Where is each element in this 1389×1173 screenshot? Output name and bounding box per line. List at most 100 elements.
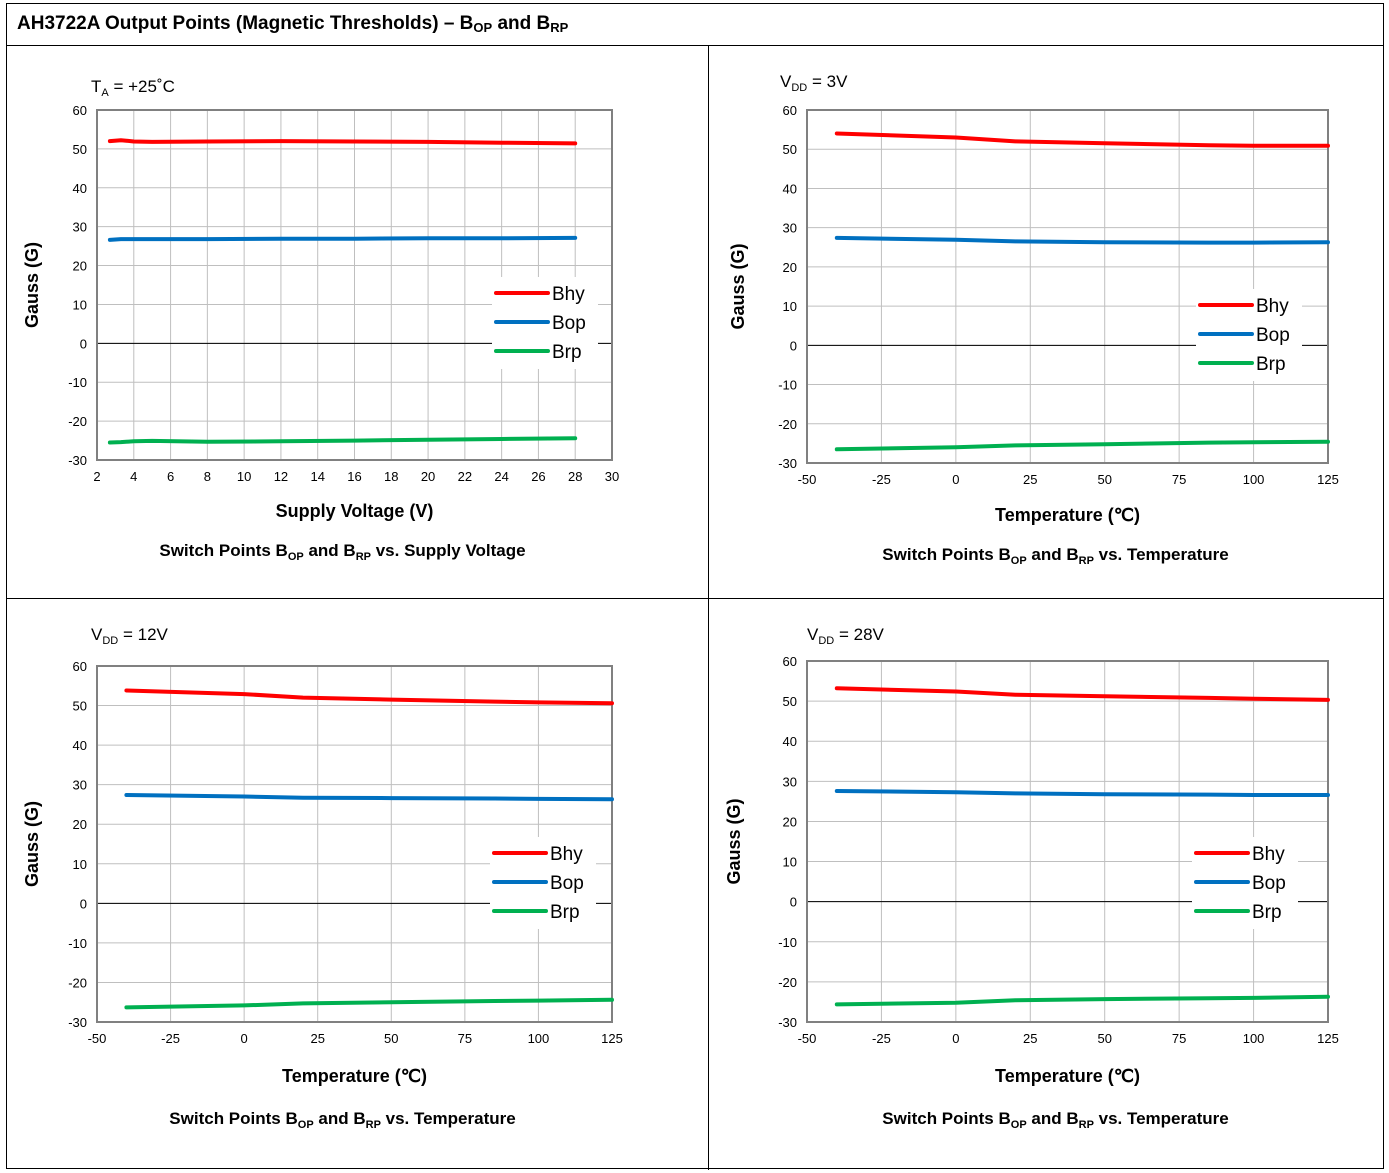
x-axis-title: Temperature (℃)	[995, 505, 1140, 525]
figure-title-sub-op: OP	[473, 20, 493, 35]
y-tick-label: 60	[783, 103, 797, 118]
x-axis-title: Temperature (℃)	[995, 1066, 1140, 1086]
legend-label-brp: Brp	[550, 902, 580, 923]
condition-symbol: V	[780, 72, 792, 91]
panel-divider-horizontal	[7, 598, 1383, 599]
x-tick-label: 125	[1317, 1031, 1339, 1046]
chart-caption: Switch Points BOP and BRP vs. Temperatur…	[882, 1109, 1228, 1131]
y-tick-label: 30	[73, 778, 87, 793]
y-tick-label: -20	[68, 975, 87, 990]
chart-temperature-12v: -50 -25 0 25 50 75 100 125 -30 -20 -10 0 10 20 30 40 50 6…	[22, 625, 623, 1131]
condition-symbol: V	[91, 625, 103, 644]
y-tick-label: -30	[778, 456, 797, 471]
x-tick-label: 100	[1243, 1031, 1265, 1046]
condition-value: = 3V	[807, 72, 848, 91]
series-line-brp	[834, 439, 1330, 452]
legend-label-brp: Brp	[552, 342, 582, 363]
condition-symbol: T	[91, 77, 101, 96]
condition-label: VDD = 12V	[91, 625, 169, 647]
y-tick-label: 30	[783, 774, 797, 789]
figure-title-text: AH3722A Output Points (Magnetic Threshol…	[17, 13, 474, 34]
series-line-brp	[834, 994, 1330, 1007]
x-tick-label: -50	[798, 472, 817, 487]
condition-subscript: DD	[102, 635, 118, 647]
caption-text: Switch Points B	[159, 541, 287, 560]
x-tick-label: 125	[1317, 472, 1339, 487]
legend-label-bop: Bop	[550, 873, 584, 894]
y-tick-label: -30	[68, 453, 87, 468]
plot-area	[806, 660, 1329, 1023]
series-line-bhy	[834, 686, 1330, 702]
plot-area	[96, 109, 613, 461]
y-tick-label: 30	[73, 220, 87, 235]
series-line-bop	[107, 235, 578, 242]
x-tick-label: -50	[88, 1031, 107, 1046]
chart-caption: Switch Points BOP and BRP vs. Temperatur…	[882, 545, 1228, 567]
y-tick-label: 20	[73, 817, 87, 832]
x-tick-label: 25	[1023, 1031, 1037, 1046]
y-tick-label: 60	[73, 659, 87, 674]
series-line-bhy	[107, 138, 578, 146]
x-tick-label: 8	[204, 469, 211, 484]
x-tick-label: 25	[1023, 472, 1037, 487]
caption-text: Switch Points B	[169, 1109, 297, 1128]
caption-subscript-rp: RP	[366, 1119, 381, 1131]
x-tick-label: 16	[347, 469, 361, 484]
x-tick-label: 14	[310, 469, 324, 484]
series-line-brp	[107, 436, 578, 445]
chart-voltage-25c: 2 4 6 8 10 12 14 16 18 20 22 24 26 28 30-30-20-1001020…	[22, 77, 619, 563]
legend-label-bop: Bop	[1252, 873, 1286, 894]
caption-text: vs. Temperature	[1094, 545, 1229, 564]
y-tick-label: 20	[783, 814, 797, 829]
y-tick-label: 40	[783, 181, 797, 196]
x-tick-label: 22	[458, 469, 472, 484]
series-line-bhy	[124, 688, 614, 706]
legend: Bhy Bop Brp	[1196, 289, 1302, 381]
caption-subscript-op: OP	[1011, 1119, 1027, 1131]
y-axis-title: Gauss (G)	[22, 242, 42, 328]
y-tick-label: -20	[778, 975, 797, 990]
y-axis-title: Gauss (G)	[728, 243, 748, 329]
legend: Bhy Bop Brp	[492, 277, 598, 369]
caption-text: vs. Temperature	[381, 1109, 516, 1128]
caption-text: and B	[314, 1109, 366, 1128]
figure-title-and: and B	[492, 13, 551, 34]
caption-text: Switch Points B	[882, 545, 1010, 564]
y-tick-label: 0	[790, 338, 797, 353]
y-tick-label: 40	[73, 738, 87, 753]
condition-value: = +25˚C	[109, 77, 175, 96]
x-tick-label: 100	[1243, 472, 1265, 487]
x-tick-label: 4	[130, 469, 137, 484]
caption-text: vs. Supply Voltage	[371, 541, 526, 560]
x-tick-label: 75	[1172, 1031, 1186, 1046]
figure-title: AH3722A Output Points (Magnetic Threshol…	[7, 4, 1383, 46]
x-tick-label: 0	[952, 472, 959, 487]
series-line-bop	[124, 793, 614, 802]
condition-subscript: DD	[791, 82, 807, 94]
chart-temperature-28v: -50 -25 0 25 50 75 100 125 -30 -20 -10 0 10 20 30 40 50 6…	[724, 625, 1339, 1131]
x-axis-title: Temperature (℃)	[282, 1066, 427, 1086]
y-tick-label: 50	[73, 142, 87, 157]
y-tick-label: 20	[783, 260, 797, 275]
y-tick-label: 10	[73, 857, 87, 872]
condition-value: = 12V	[118, 625, 168, 644]
legend-label-bhy: Bhy	[550, 844, 583, 865]
caption-text: and B	[304, 541, 356, 560]
y-tick-label: -20	[778, 417, 797, 432]
y-tick-label: 30	[783, 221, 797, 236]
x-tick-label: 26	[531, 469, 545, 484]
y-tick-label: 40	[783, 734, 797, 749]
caption-subscript-rp: RP	[1079, 1119, 1094, 1131]
x-tick-label: 18	[384, 469, 398, 484]
caption-subscript-rp: RP	[1079, 555, 1094, 567]
figure-title-sub-rp: RP	[550, 20, 569, 35]
x-tick-label: 25	[310, 1031, 324, 1046]
y-tick-label: 60	[73, 103, 87, 118]
x-tick-label: 10	[237, 469, 251, 484]
y-tick-label: 60	[783, 654, 797, 669]
legend-label-brp: Brp	[1256, 354, 1286, 375]
y-tick-label: -10	[68, 936, 87, 951]
x-tick-label: 0	[241, 1031, 248, 1046]
legend-label-bhy: Bhy	[552, 284, 585, 305]
y-tick-label: -10	[778, 935, 797, 950]
